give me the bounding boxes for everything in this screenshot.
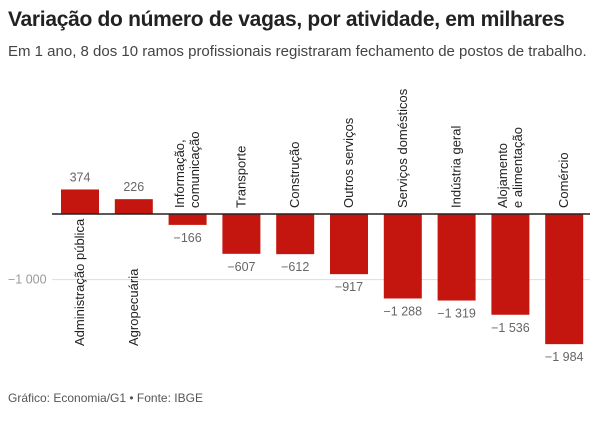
value-label: −1 984 — [545, 350, 584, 364]
category-label: Construção — [287, 142, 302, 208]
category-label: Outros serviços — [341, 117, 356, 208]
category-label-line: Outros serviços — [341, 117, 356, 208]
bar — [383, 214, 422, 299]
category-label-line: Alojamento — [495, 143, 510, 208]
category-label-line: Indústria geral — [449, 126, 464, 208]
category-label: Informação, comunicação — [172, 131, 202, 208]
chart-title: Variação do número de vagas, por ativida… — [8, 8, 565, 31]
value-label: −607 — [227, 260, 255, 274]
category-label-line: comunicação — [187, 131, 202, 208]
category-label: Administração pública — [72, 218, 87, 346]
bar — [491, 214, 530, 315]
category-label: Agropecuária — [126, 268, 141, 346]
value-label: −1 288 — [384, 304, 423, 318]
value-label: −612 — [281, 260, 309, 274]
category-label: Serviços domésticos — [395, 88, 410, 208]
category-label-line: Transporte — [233, 146, 248, 208]
value-label: −1 319 — [437, 307, 476, 321]
value-label: 374 — [70, 170, 91, 184]
value-label: −166 — [174, 231, 202, 245]
bar — [330, 214, 368, 275]
category-label-line: Serviços domésticos — [395, 88, 410, 208]
category-label-line: Agropecuária — [126, 268, 141, 346]
value-label: 226 — [123, 180, 144, 194]
chart-subtitle: Em 1 ano, 8 dos 10 ramos profissionais r… — [8, 43, 587, 60]
bar — [168, 214, 207, 225]
category-label-line: Construção — [287, 142, 302, 208]
category-label-line: Informação, — [172, 139, 187, 208]
value-label: −1 536 — [491, 321, 530, 335]
bar — [222, 214, 261, 254]
chart-source: Gráfico: Economia/G1 • Fonte: IBGE — [8, 391, 203, 405]
y-tick-label: −1 000 — [8, 273, 47, 287]
category-label-line: e alimentação — [510, 127, 525, 208]
category-label: Alojamento e alimentação — [495, 127, 525, 208]
bar — [114, 199, 153, 214]
category-label: Transporte — [233, 146, 248, 208]
category-label-line: Administração pública — [72, 218, 87, 346]
category-label: Comércio — [556, 152, 571, 208]
bar — [61, 189, 99, 214]
category-label: Indústria geral — [449, 126, 464, 208]
bar — [545, 214, 584, 345]
category-label-line: Comércio — [556, 152, 571, 208]
bar — [276, 214, 315, 255]
bar — [437, 214, 476, 301]
value-label: −917 — [335, 280, 363, 294]
